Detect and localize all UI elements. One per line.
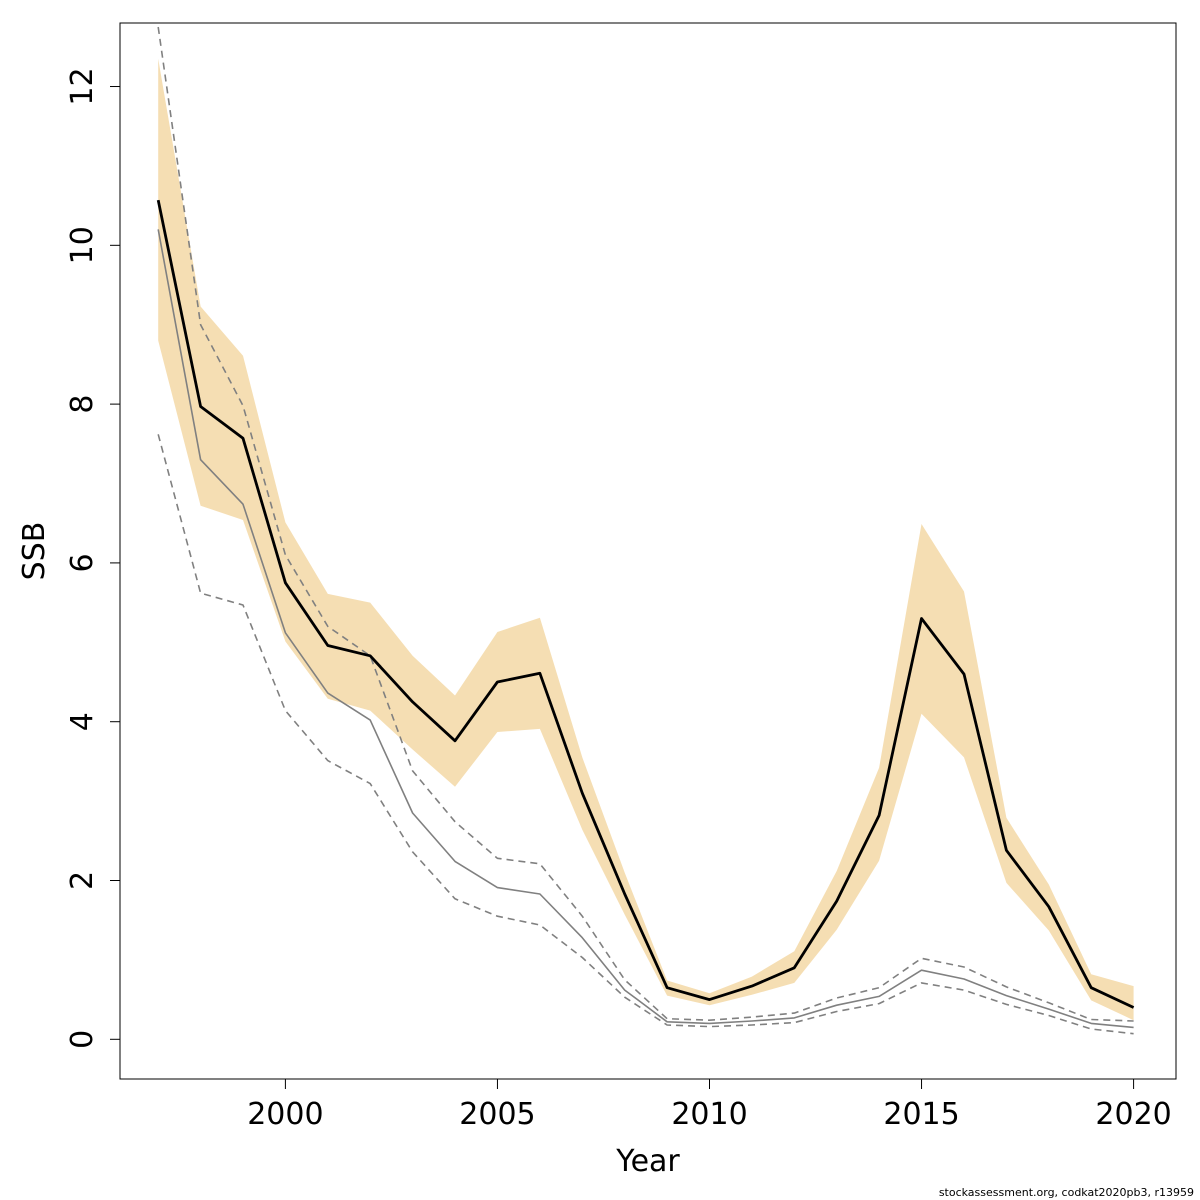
estimate-line bbox=[156, 199, 1135, 1009]
y-tick-label: 4 bbox=[65, 712, 100, 731]
x-tick-label: 2005 bbox=[459, 1097, 535, 1132]
comparison-estimate-line bbox=[157, 229, 1134, 1029]
x-tick-label: 2010 bbox=[671, 1097, 747, 1132]
y-axis-title: SSB bbox=[17, 522, 52, 581]
y-tick-label: 12 bbox=[65, 67, 100, 105]
y-tick-label: 10 bbox=[65, 226, 100, 264]
x-tick-label: 2020 bbox=[1095, 1097, 1171, 1132]
y-tick-label: 0 bbox=[65, 1030, 100, 1049]
y-tick-label: 6 bbox=[65, 553, 100, 572]
x-tick-label: 2015 bbox=[883, 1097, 959, 1132]
comparison-upper-line bbox=[157, 26, 1134, 1022]
confidence-band-layer bbox=[158, 58, 1134, 1021]
y-axis: 0 2 4 6 8 10 12 bbox=[65, 67, 121, 1049]
comparison-lower-line bbox=[157, 434, 1134, 1035]
confidence-band bbox=[158, 58, 1134, 1021]
x-axis: 2000 2005 2010 2015 2020 bbox=[247, 1078, 1172, 1132]
footer-note: stockassessment.org, codkat2020pb3, r139… bbox=[939, 1186, 1194, 1199]
x-tick-label: 2000 bbox=[247, 1097, 323, 1132]
series-lines-layer bbox=[156, 26, 1135, 1035]
y-tick-label: 2 bbox=[65, 871, 100, 890]
x-axis-title: Year bbox=[615, 1144, 680, 1179]
y-tick-label: 8 bbox=[65, 395, 100, 414]
